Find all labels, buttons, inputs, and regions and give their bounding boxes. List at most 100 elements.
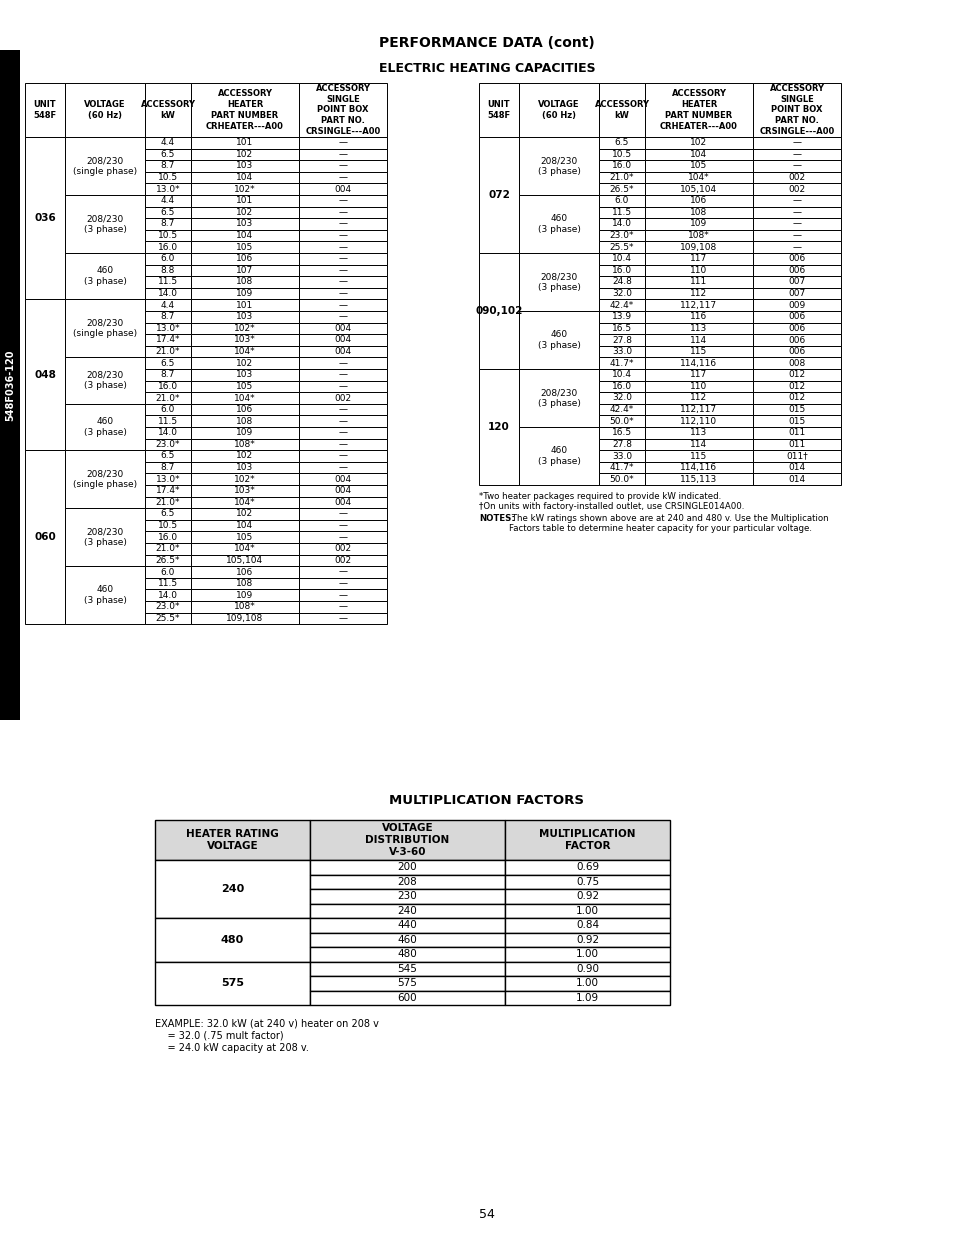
Text: 112: 112: [690, 394, 707, 403]
Bar: [752, 184, 841, 195]
Bar: [191, 311, 298, 322]
Bar: [191, 531, 298, 543]
Bar: [752, 195, 841, 206]
Bar: [752, 83, 841, 137]
Bar: [191, 451, 298, 462]
Text: ACCESSORY
HEATER
PART NUMBER
CRHEATER---A00: ACCESSORY HEATER PART NUMBER CRHEATER---…: [659, 89, 738, 131]
Text: 110: 110: [690, 266, 707, 275]
Text: 460: 460: [397, 935, 416, 945]
Text: 008: 008: [787, 358, 804, 368]
Bar: [644, 438, 752, 451]
Bar: [598, 393, 644, 404]
Bar: [191, 462, 298, 473]
Bar: [145, 427, 191, 438]
Text: —: —: [338, 300, 347, 310]
Text: VOLTAGE
(60 Hz): VOLTAGE (60 Hz): [84, 100, 126, 120]
Text: —: —: [338, 312, 347, 321]
Text: —: —: [338, 405, 347, 414]
Text: 240: 240: [221, 884, 244, 894]
Bar: [145, 206, 191, 219]
Text: 117: 117: [690, 370, 707, 379]
Bar: [191, 393, 298, 404]
Bar: [298, 137, 387, 148]
Text: 012: 012: [787, 370, 804, 379]
Bar: [598, 346, 644, 357]
Text: 102: 102: [690, 138, 707, 147]
Bar: [298, 415, 387, 427]
Bar: [598, 184, 644, 195]
Bar: [145, 613, 191, 624]
Bar: [598, 438, 644, 451]
Text: 0.75: 0.75: [576, 877, 598, 887]
Text: 10.5: 10.5: [158, 173, 178, 182]
Text: 13.0*: 13.0*: [155, 324, 180, 333]
Bar: [298, 601, 387, 613]
Text: —: —: [338, 266, 347, 275]
Text: —: —: [338, 138, 347, 147]
Text: —: —: [338, 568, 347, 577]
Bar: [145, 601, 191, 613]
Text: —: —: [338, 510, 347, 519]
Bar: [298, 219, 387, 230]
Text: 007: 007: [787, 289, 804, 298]
Text: UNIT
548F: UNIT 548F: [487, 100, 510, 120]
Text: 104: 104: [236, 173, 253, 182]
Text: VOLTAGE
(60 Hz): VOLTAGE (60 Hz): [537, 100, 579, 120]
Bar: [25, 299, 65, 451]
Text: 114: 114: [690, 336, 707, 345]
Text: 048: 048: [34, 369, 56, 380]
Bar: [298, 451, 387, 462]
Text: 8.7: 8.7: [161, 463, 175, 472]
Text: 16.0: 16.0: [611, 162, 632, 170]
Text: 104*: 104*: [687, 173, 709, 182]
Text: 115: 115: [690, 347, 707, 356]
Bar: [504, 990, 669, 1005]
Text: ELECTRIC HEATING CAPACITIES: ELECTRIC HEATING CAPACITIES: [378, 62, 595, 74]
Text: The kW ratings shown above are at 240 and 480 v. Use the Multiplication
Factors : The kW ratings shown above are at 240 an…: [509, 514, 828, 534]
Text: 006: 006: [787, 336, 804, 345]
Text: 8.8: 8.8: [161, 266, 175, 275]
Text: 6.0: 6.0: [161, 568, 175, 577]
Text: 10.5: 10.5: [611, 149, 632, 159]
Bar: [752, 438, 841, 451]
Text: 102*: 102*: [233, 185, 255, 194]
Text: —: —: [338, 278, 347, 287]
Text: 8.7: 8.7: [161, 220, 175, 228]
Bar: [298, 393, 387, 404]
Bar: [191, 172, 298, 184]
Bar: [154, 918, 310, 962]
Bar: [644, 288, 752, 299]
Bar: [752, 346, 841, 357]
Text: 106: 106: [690, 196, 707, 205]
Text: —: —: [338, 416, 347, 426]
Bar: [145, 589, 191, 601]
Bar: [191, 335, 298, 346]
Text: 110: 110: [690, 382, 707, 391]
Bar: [310, 947, 504, 962]
Text: 106: 106: [236, 254, 253, 263]
Text: 004: 004: [335, 347, 352, 356]
Text: 600: 600: [397, 993, 416, 1003]
Text: 102: 102: [236, 207, 253, 217]
Bar: [298, 357, 387, 369]
Bar: [644, 380, 752, 393]
Bar: [298, 427, 387, 438]
Bar: [145, 415, 191, 427]
Text: 13.0*: 13.0*: [155, 185, 180, 194]
Text: 16.0: 16.0: [158, 532, 178, 542]
Text: 011: 011: [787, 429, 804, 437]
Text: 108: 108: [690, 207, 707, 217]
Text: PERFORMANCE DATA (cont): PERFORMANCE DATA (cont): [378, 36, 595, 49]
Text: 32.0: 32.0: [612, 394, 631, 403]
Bar: [478, 369, 518, 485]
Bar: [298, 438, 387, 451]
Text: 036: 036: [34, 214, 56, 224]
Bar: [298, 473, 387, 485]
Bar: [298, 496, 387, 508]
Bar: [191, 485, 298, 496]
Text: 23.0*: 23.0*: [155, 440, 180, 448]
Bar: [644, 253, 752, 264]
Bar: [598, 161, 644, 172]
Bar: [298, 264, 387, 277]
Bar: [752, 473, 841, 485]
